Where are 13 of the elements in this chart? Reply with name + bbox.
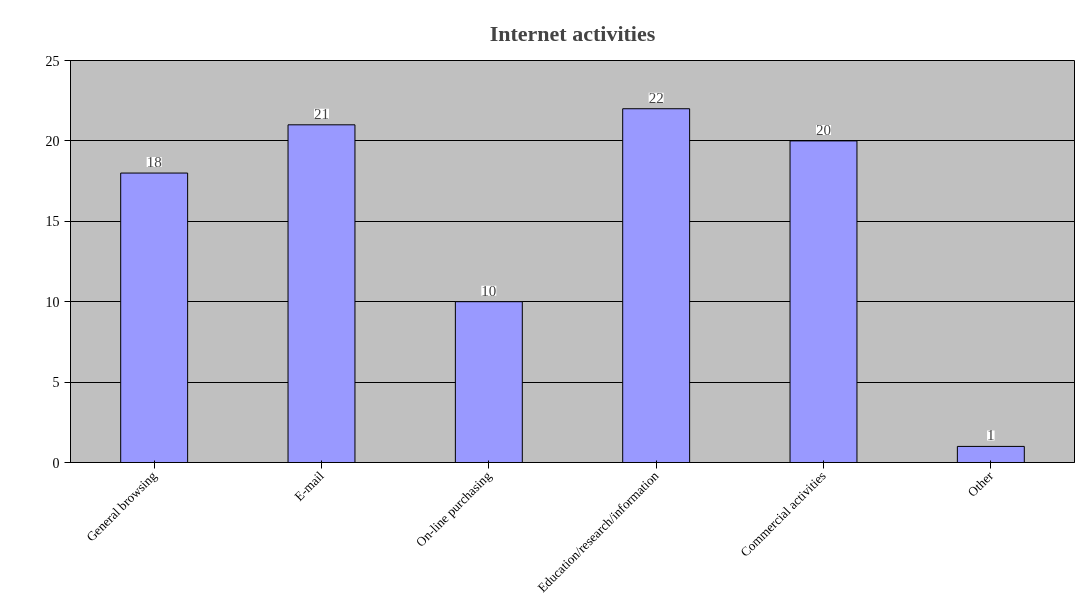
data-label: 10 <box>481 282 497 299</box>
data-label: 20 <box>816 121 831 138</box>
data-label: 18 <box>146 154 162 171</box>
data-label: 21 <box>314 105 329 122</box>
chart-title: Internet activities <box>489 20 656 46</box>
y-tick-label: 20 <box>45 133 60 149</box>
data-label: 1 <box>987 427 995 444</box>
y-tick-label: 10 <box>45 294 60 310</box>
y-tick-label: 25 <box>45 53 60 69</box>
data-label: 22 <box>648 89 664 106</box>
y-tick-label: 5 <box>52 375 60 391</box>
y-tick-label: 15 <box>45 214 60 230</box>
y-tick-label: 0 <box>52 455 60 471</box>
